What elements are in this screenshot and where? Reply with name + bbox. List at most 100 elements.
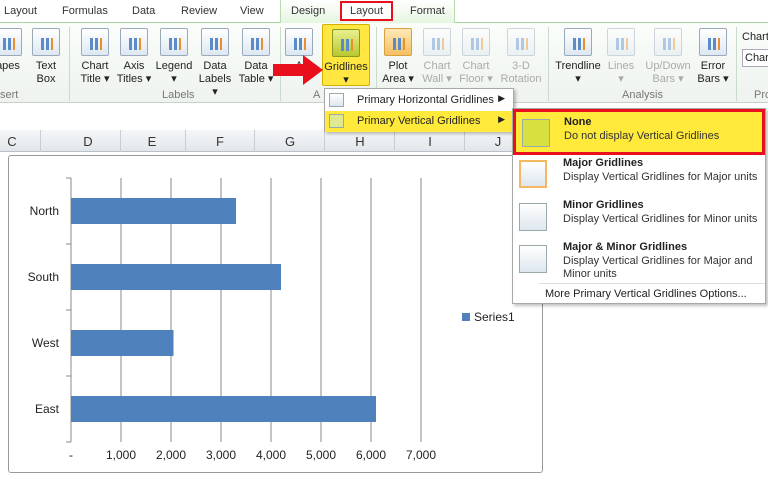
data-labels-button[interactable]: Data Labels ▾ <box>195 26 235 99</box>
legend-swatch <box>462 313 470 321</box>
category-label: North <box>30 204 59 218</box>
chart-wall-icon <box>423 28 451 56</box>
axes-icon <box>285 28 313 56</box>
group-analysis: Analysis <box>622 89 663 101</box>
lines-button[interactable]: Lines ▾ <box>606 26 636 86</box>
lines-icon <box>607 28 635 56</box>
column-header-c[interactable]: C <box>7 134 17 149</box>
tab-format[interactable]: Format <box>410 5 445 17</box>
chevron-right-icon: ▶ <box>498 114 505 124</box>
x-tick-label: 6,000 <box>356 448 386 462</box>
category-label: South <box>28 270 59 284</box>
3d-rotation-icon <box>507 28 535 56</box>
legend[interactable]: Series1 <box>462 310 515 324</box>
group-insert: sert <box>0 89 19 101</box>
group-properties: Pro <box>754 89 768 101</box>
data-table-icon <box>242 28 270 56</box>
shapes-button[interactable]: apes <box>0 26 24 73</box>
category-label: East <box>35 402 60 416</box>
x-tick-label: 1,000 <box>106 448 136 462</box>
tab-review[interactable]: Review <box>181 5 218 17</box>
chart-floor-button[interactable]: Chart Floor ▾ <box>458 26 494 86</box>
chart-name-label: Chart <box>742 31 768 43</box>
plot-area-icon <box>384 28 412 56</box>
no-gridlines-icon <box>522 119 550 147</box>
option-major-minor-gridlines[interactable]: Major & Minor Gridlines Display Vertical… <box>513 239 765 283</box>
axis-titles-icon <box>120 28 148 56</box>
group-axes: A <box>313 89 321 101</box>
divider <box>736 27 737 101</box>
horizontal-gridlines-icon <box>329 93 344 107</box>
column-header-j[interactable]: J <box>494 134 502 149</box>
x-tick-label: 7,000 <box>406 448 436 462</box>
gridlines-icon <box>332 29 360 57</box>
menu-item-primary-vertical-gridlines[interactable]: Primary Vertical Gridlines ▶ <box>325 111 513 132</box>
x-tick-label: 4,000 <box>256 448 286 462</box>
3d-rotation-button[interactable]: 3-D Rotation <box>497 26 545 86</box>
plot-area-button[interactable]: Plot Area ▾ <box>382 26 414 86</box>
ribbon-tabs: Layout Formulas Data Review View Design … <box>0 0 768 23</box>
minor-gridlines-icon <box>519 203 547 231</box>
axes-button[interactable]: A <box>284 26 314 73</box>
category-label: West <box>32 336 60 350</box>
divider <box>69 27 70 101</box>
column-header-e[interactable]: E <box>147 134 157 149</box>
error-bars-icon <box>699 28 727 56</box>
up-down-bars-button[interactable]: Up/Down Bars ▾ <box>643 26 693 86</box>
bar <box>71 264 281 290</box>
text-box-icon <box>32 28 60 56</box>
bar <box>71 198 236 224</box>
tab-formulas[interactable]: Formulas <box>62 5 108 17</box>
tab-view[interactable]: View <box>240 5 264 17</box>
major-minor-gridlines-icon <box>519 245 547 273</box>
menu-item-primary-horizontal-gridlines[interactable]: Primary Horizontal Gridlines ▶ <box>325 89 513 111</box>
column-header-d[interactable]: D <box>83 134 93 149</box>
divider <box>548 27 549 101</box>
tab-design[interactable]: Design <box>291 5 326 17</box>
chart-floor-icon <box>462 28 490 56</box>
chart-area[interactable]: - 1,000 2,000 3,000 4,000 5,000 6,000 7,000 Nort… <box>8 155 543 473</box>
chevron-right-icon: ▶ <box>498 93 505 103</box>
legend-icon <box>160 28 188 56</box>
vertical-gridlines-icon <box>329 114 344 128</box>
legend-button[interactable]: Legend ▾ <box>154 26 194 86</box>
data-labels-icon <box>201 28 229 56</box>
column-header-h[interactable]: H <box>355 134 365 149</box>
gridlines-button[interactable]: Gridlines ▾ <box>322 24 370 86</box>
up-down-bars-icon <box>654 28 682 56</box>
axis-titles-button[interactable]: Axis Titles ▾ <box>115 26 153 86</box>
red-arrow-annotation <box>273 55 323 85</box>
tab-layout[interactable]: Layout <box>340 1 394 21</box>
tab-data[interactable]: Data <box>132 5 156 17</box>
bar <box>71 330 174 356</box>
column-header-f[interactable]: F <box>216 134 224 149</box>
x-tick-label: 3,000 <box>206 448 236 462</box>
option-none[interactable]: None Do not display Vertical Gridlines <box>513 109 765 155</box>
trendline-icon <box>564 28 592 56</box>
bar <box>71 396 376 422</box>
error-bars-button[interactable]: Error Bars ▾ <box>696 26 730 86</box>
column-header-i[interactable]: I <box>428 134 432 149</box>
column-header-g[interactable]: G <box>284 134 296 149</box>
chart-title-button[interactable]: Chart Title ▾ <box>76 26 114 86</box>
group-labels: Labels <box>162 89 195 101</box>
x-tick-label: - <box>69 448 73 462</box>
chart-title-icon <box>81 28 109 56</box>
trendline-button[interactable]: Trendline ▾ <box>553 26 603 86</box>
text-box-button[interactable]: Text Box <box>30 26 62 86</box>
more-gridlines-options[interactable]: More Primary Vertical Gridlines Options.… <box>545 288 747 300</box>
column-headers: C D E F G H I J <box>0 130 512 152</box>
x-tick-label: 5,000 <box>306 448 336 462</box>
tab-page-layout[interactable]: Layout <box>4 5 38 17</box>
data-table-button[interactable]: Data Table ▾ <box>236 26 276 86</box>
legend-label: Series1 <box>474 310 515 324</box>
shapes-icon <box>0 28 22 56</box>
gridlines-menu: Primary Horizontal Gridlines ▶ Primary V… <box>324 88 514 132</box>
chart-name-input[interactable]: Char <box>742 49 768 67</box>
chart-wall-button[interactable]: Chart Wall ▾ <box>420 26 454 86</box>
divider <box>376 27 377 101</box>
option-major-gridlines[interactable]: Major Gridlines Display Vertical Gridlin… <box>513 155 765 197</box>
bar-chart: - 1,000 2,000 3,000 4,000 5,000 6,000 7,000 Nort… <box>28 177 436 462</box>
option-minor-gridlines[interactable]: Minor Gridlines Display Vertical Gridlin… <box>513 197 765 239</box>
